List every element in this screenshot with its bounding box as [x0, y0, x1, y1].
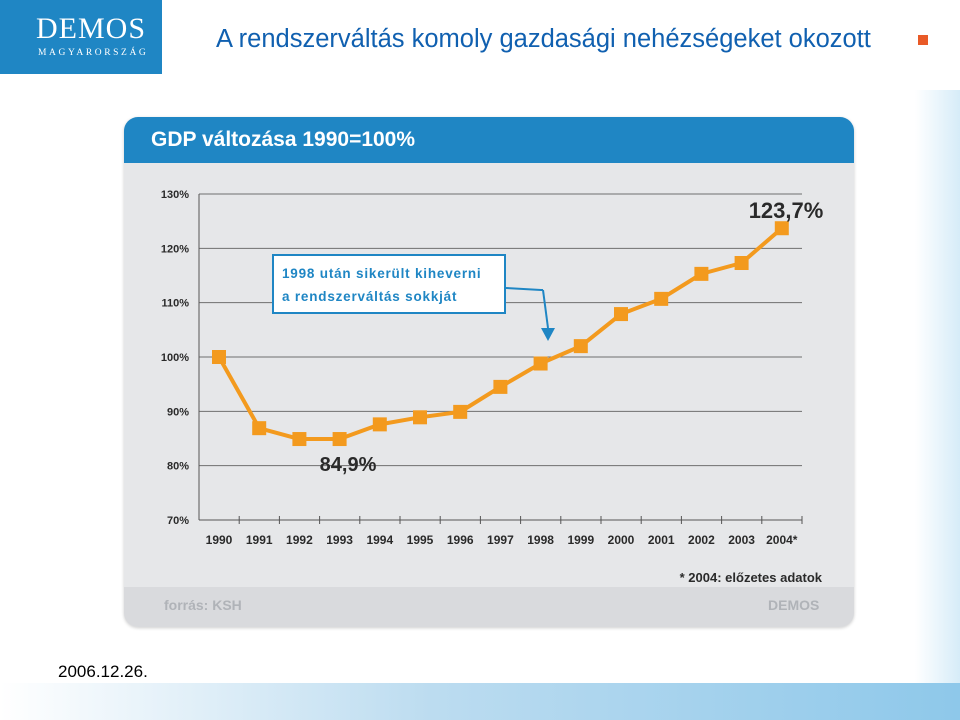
x-tick-label: 1991 [246, 533, 273, 547]
min-value-label: 84,9% [320, 454, 377, 476]
x-tick-label: 1995 [407, 533, 434, 547]
x-tick-label: 1992 [286, 533, 313, 547]
recovery-callout: 1998 után sikerült kiheverni a rendszerv… [272, 254, 506, 314]
y-tick-label: 90% [167, 406, 189, 418]
chart-footer-band [124, 587, 854, 627]
x-tick-label: 1996 [447, 533, 474, 547]
title-bullet-icon [918, 35, 928, 45]
callout-arrowhead-icon [541, 328, 555, 341]
data-point [292, 432, 307, 447]
data-point [332, 432, 347, 447]
callout-line-2: a rendszerváltás sokkját [282, 289, 458, 304]
data-point [734, 256, 749, 271]
x-tick-label: 2001 [648, 533, 675, 547]
x-tick-label: 2003 [728, 533, 755, 547]
data-point [774, 221, 789, 236]
y-tick-label: 100% [161, 352, 189, 364]
data-point [694, 266, 709, 281]
slide-date: 2006.12.26. [58, 662, 148, 681]
data-point [533, 356, 548, 371]
data-point [372, 417, 387, 432]
chart-footer-brand: DEMOS [768, 597, 820, 613]
y-tick-label: 80% [167, 461, 189, 473]
y-tick-label: 130% [161, 189, 189, 201]
x-tick-label: 1998 [527, 533, 554, 547]
x-tick-label: 2000 [608, 533, 635, 547]
callout-pointer-line [542, 289, 549, 329]
x-tick-label: 1994 [366, 533, 393, 547]
data-point [493, 379, 508, 394]
chart-title: GDP változása 1990=100% [151, 128, 416, 151]
x-tick-label: 2002 [688, 533, 715, 547]
logo-name: DEMOS [36, 12, 147, 45]
demos-logo: DEMOS MAGYARORSZÁG [0, 0, 162, 74]
callout-line-1: 1998 után sikerült kiheverni [282, 266, 482, 281]
chart-card: GDP változása 1990=100% forrás: KSH DEMO… [124, 117, 854, 627]
gridlines [199, 193, 802, 521]
max-value-label: 123,7% [749, 198, 824, 223]
slide-title: A rendszerváltás komoly gazdasági nehézs… [216, 25, 871, 53]
y-tick-label: 120% [161, 243, 189, 255]
data-point [413, 410, 427, 425]
data-point [252, 421, 267, 436]
decorative-side-band [915, 90, 960, 690]
x-tick-label: 1999 [567, 533, 594, 547]
x-tick-label: 1990 [206, 533, 233, 547]
data-point [614, 307, 628, 322]
logo-country: MAGYARORSZÁG [38, 48, 149, 58]
gdp-series [212, 221, 789, 447]
data-point [573, 339, 588, 354]
decorative-bottom-band [0, 683, 960, 720]
x-tick-label: 2004* [766, 533, 798, 547]
y-tick-label: 70% [167, 515, 189, 527]
y-axis: 70% 80% 90% 100% 110% 120% 130% [161, 189, 200, 527]
data-point [453, 404, 468, 419]
data-point [654, 291, 669, 306]
gdp-line-chart: 70%80%90%100%110%120%130% 1990 1991 1992 19… [161, 189, 824, 585]
x-tick-label: 1993 [326, 533, 353, 547]
callout-pointer-elbow [505, 287, 543, 291]
x-axis: 1990 1991 1992 1993 1994 1995 1996 1997 1998 1999… [206, 516, 803, 547]
data-point [212, 350, 226, 364]
footnote: * 2004: előzetes adatok [680, 570, 823, 585]
y-tick-label: 110% [161, 298, 189, 310]
chart-header: GDP változása 1990=100% [124, 117, 854, 163]
chart-source: forrás: KSH [164, 597, 242, 613]
x-tick-label: 1997 [487, 533, 514, 547]
